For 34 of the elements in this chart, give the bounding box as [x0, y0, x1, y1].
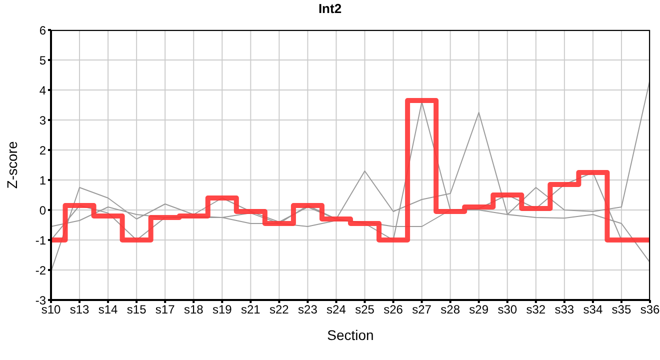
- x-tick-label: s35: [612, 302, 632, 317]
- x-tick-label: s23: [298, 302, 318, 317]
- y-tick-label: 4: [39, 83, 46, 98]
- x-tick-label: s34: [583, 302, 603, 317]
- x-tick-label: s27: [412, 302, 432, 317]
- x-tick-label: s29: [469, 302, 489, 317]
- x-tick-label: s17: [155, 302, 176, 317]
- chart-title: Int2: [317, 0, 343, 18]
- x-axis-title: Section: [327, 327, 374, 343]
- x-tick-label: s24: [326, 302, 346, 317]
- y-tick-label: 2: [39, 143, 46, 158]
- x-tick-label: s25: [355, 302, 375, 317]
- x-tick-label: s26: [384, 302, 404, 317]
- x-tick-label: s22: [270, 302, 290, 317]
- y-tick-label: -2: [35, 263, 46, 278]
- y-axis-title: Z-score: [4, 141, 20, 189]
- y-tick-label: 6: [39, 23, 46, 38]
- x-tick-label: s30: [498, 302, 518, 317]
- x-tick-label: s28: [440, 302, 460, 317]
- x-tick-label: s15: [126, 302, 147, 317]
- x-tick-label: s36: [640, 302, 660, 317]
- x-tick-label: s21: [240, 302, 261, 317]
- y-tick-label: 3: [39, 113, 46, 128]
- y-tick-label: -1: [35, 233, 46, 248]
- x-tick-label: s14: [98, 302, 118, 317]
- x-tick-label: s33: [554, 302, 574, 317]
- x-tick-label: s32: [526, 302, 546, 317]
- x-tick-label: s19: [212, 302, 232, 317]
- y-tick-label: -3: [35, 293, 46, 308]
- x-tick-label: s13: [70, 302, 90, 317]
- y-tick-label: 1: [39, 173, 46, 188]
- y-tick-label: 5: [39, 53, 46, 68]
- y-tick-label: 0: [39, 203, 46, 218]
- x-tick-label: s18: [184, 302, 204, 317]
